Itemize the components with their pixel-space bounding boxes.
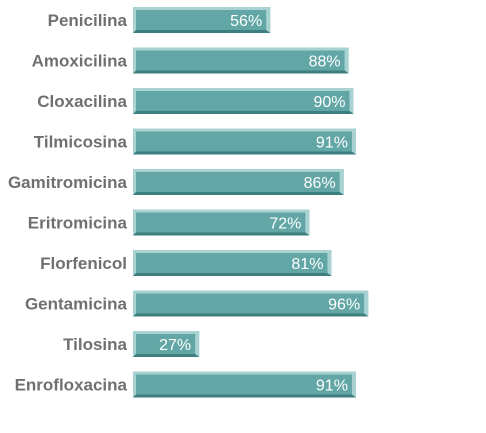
- bar-bevel-right: [349, 88, 354, 114]
- bar-bevel-left: [133, 7, 136, 33]
- bar-bevel-top: [133, 331, 200, 334]
- value-label: 56%: [230, 13, 262, 30]
- bar-group: Amoxicilina 88%: [32, 47, 349, 74]
- value-label: 88%: [309, 54, 341, 71]
- bar-bevel-top: [133, 371, 356, 375]
- bar-bevel-top: [133, 250, 332, 253]
- bar-group: Enrofloxacina 91%: [15, 371, 356, 398]
- bar-group: Gentamicina 96%: [25, 290, 369, 317]
- value-label: 86%: [304, 175, 336, 192]
- value-label: 72%: [269, 216, 301, 233]
- bar-group: Penicilina 56%: [48, 7, 271, 33]
- bar-bevel-bottom: [133, 111, 354, 114]
- bar: [133, 47, 349, 74]
- bar-bevel-left: [133, 88, 136, 114]
- bar: [133, 7, 271, 33]
- bar-bevel-right: [327, 250, 332, 276]
- bar-bevel-top: [133, 47, 349, 51]
- bar-bevel-top: [133, 128, 356, 132]
- category-label: Cloxacilina: [37, 92, 127, 111]
- bar: [133, 128, 356, 155]
- category-label: Eritromicina: [28, 214, 128, 233]
- value-label: 90%: [313, 94, 345, 111]
- category-label: Gamitromicina: [8, 173, 128, 192]
- bar-group: Florfenicol 81%: [40, 250, 332, 276]
- bar-bevel-right: [195, 331, 200, 357]
- value-label: 91%: [316, 378, 348, 395]
- value-label: 91%: [316, 135, 348, 152]
- category-label: Enrofloxacina: [15, 376, 128, 395]
- bar-group: Tilmicosina 91%: [34, 128, 356, 155]
- bar-group: Tilosina 27%: [63, 331, 200, 357]
- bar-bevel-left: [133, 47, 136, 74]
- bar-bevel-right: [351, 128, 356, 155]
- bar-group: Gamitromicina 86%: [8, 169, 344, 195]
- bar-bevel-bottom: [133, 354, 200, 357]
- bar-bevel-right: [351, 371, 356, 398]
- category-label: Amoxicilina: [32, 52, 128, 71]
- bar-bevel-top: [133, 7, 271, 10]
- bar-bevel-bottom: [133, 192, 344, 195]
- category-label: Florfenicol: [40, 254, 127, 273]
- bar-bevel-top: [133, 169, 344, 172]
- bar-bevel-bottom: [133, 70, 349, 74]
- bar-bevel-right: [305, 209, 310, 236]
- bar-group: Eritromicina 72%: [28, 209, 310, 236]
- bar-bevel-left: [133, 371, 136, 398]
- bar-bevel-right: [344, 47, 349, 74]
- bar-bevel-top: [133, 209, 310, 213]
- bar-bevel-right: [266, 7, 271, 33]
- bar-bevel-left: [133, 290, 136, 317]
- bar: [133, 250, 332, 276]
- value-label: 96%: [328, 297, 360, 314]
- bar-bevel-left: [133, 209, 136, 236]
- bar: [133, 371, 356, 398]
- value-label: 27%: [159, 337, 191, 354]
- bars-layer: Penicilina 56% Amoxicilina 88% Cloxacilina 90…: [8, 7, 369, 398]
- bar-bevel-bottom: [133, 151, 356, 155]
- category-label: Tilosina: [63, 335, 127, 354]
- bar-bevel-left: [133, 250, 136, 276]
- bar-bevel-bottom: [133, 30, 271, 33]
- bar: [133, 331, 200, 357]
- bar-bevel-left: [133, 331, 136, 357]
- bar-bevel-top: [133, 290, 369, 294]
- bar-bevel-left: [133, 128, 136, 155]
- bar-bevel-bottom: [133, 232, 310, 236]
- bar-bevel-bottom: [133, 394, 356, 398]
- value-label: 81%: [291, 256, 323, 273]
- bar: [133, 88, 354, 114]
- category-label: Tilmicosina: [34, 133, 128, 152]
- category-label: Gentamicina: [25, 295, 128, 314]
- bar-group: Cloxacilina 90%: [37, 88, 354, 114]
- bar-bevel-right: [364, 290, 369, 317]
- bar-bevel-bottom: [133, 313, 369, 317]
- bar: [133, 169, 344, 195]
- bar: [133, 290, 369, 317]
- bar-bevel-left: [133, 169, 136, 195]
- category-label: Penicilina: [48, 11, 128, 30]
- bar-bevel-top: [133, 88, 354, 91]
- bar-bevel-bottom: [133, 273, 332, 276]
- bar-bevel-right: [339, 169, 344, 195]
- bar: [133, 209, 310, 236]
